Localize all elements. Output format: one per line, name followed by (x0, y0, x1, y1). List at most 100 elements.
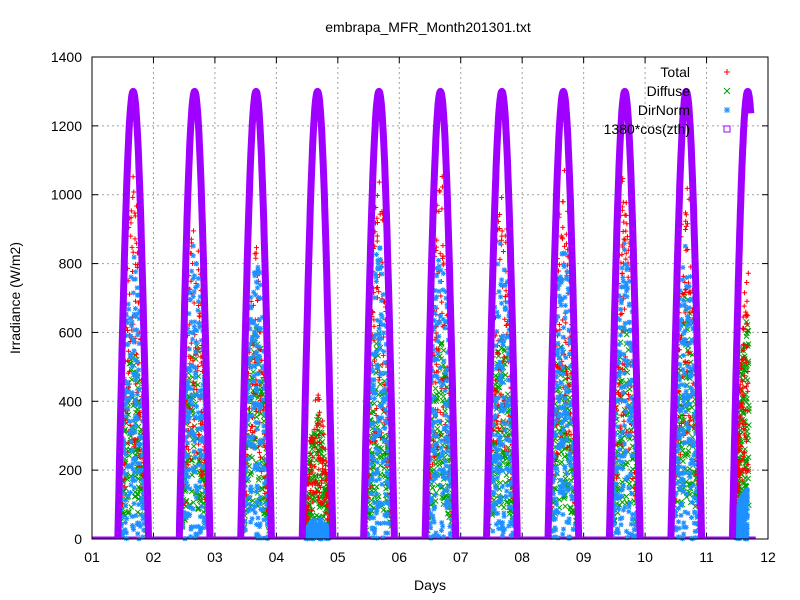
point-dirnorm (131, 418, 137, 424)
point-dirnorm (133, 401, 139, 407)
point-total (313, 489, 319, 495)
point-dirnorm (254, 465, 260, 471)
point-dirnorm (129, 426, 135, 432)
point-dirnorm (132, 306, 138, 312)
point-diffuse (429, 484, 436, 491)
point-dirnorm (499, 533, 505, 539)
point-diffuse (319, 439, 326, 445)
point-dirnorm (140, 534, 146, 540)
point-total (200, 469, 206, 475)
point-dirnorm (433, 469, 439, 475)
point-dirnorm (122, 520, 128, 526)
point-dirnorm (372, 426, 378, 432)
point-dirnorm (557, 440, 563, 446)
point-dirnorm (384, 478, 390, 484)
point-dirnorm (371, 395, 377, 401)
point-dirnorm (317, 518, 323, 524)
point-dirnorm (253, 403, 259, 409)
point-total (321, 431, 327, 437)
point-dirnorm (194, 283, 200, 289)
point-dirnorm (503, 494, 509, 500)
point-dirnorm (506, 437, 512, 443)
point-dirnorm (188, 319, 194, 325)
point-dirnorm (619, 459, 625, 465)
point-dirnorm (489, 489, 495, 495)
point-dirnorm (617, 447, 623, 453)
point-dirnorm (615, 424, 621, 430)
point-dirnorm (192, 319, 198, 325)
point-dirnorm (251, 503, 257, 509)
point-dirnorm (198, 337, 204, 343)
point-dirnorm (439, 520, 445, 526)
point-dirnorm (552, 496, 558, 502)
point-dirnorm (494, 328, 500, 334)
point-dirnorm (201, 519, 207, 525)
point-dirnorm (190, 293, 196, 299)
point-dirnorm (262, 411, 268, 417)
point-dirnorm (438, 383, 444, 389)
point-dirnorm (438, 445, 444, 451)
point-dirnorm (440, 523, 446, 529)
point-dirnorm (622, 292, 628, 298)
point-dirnorm (309, 528, 315, 534)
point-dirnorm (381, 399, 387, 405)
point-total (316, 497, 322, 503)
point-dirnorm (252, 338, 258, 344)
point-dirnorm (444, 423, 450, 429)
point-dirnorm (256, 378, 262, 384)
point-dirnorm (369, 366, 375, 372)
point-diffuse (558, 459, 565, 465)
point-dirnorm (259, 439, 265, 445)
point-dirnorm (382, 456, 388, 462)
point-dirnorm (188, 534, 194, 540)
point-dirnorm (566, 458, 572, 464)
point-dirnorm (260, 396, 266, 402)
point-dirnorm (124, 389, 130, 395)
point-total (319, 444, 325, 450)
point-total (323, 477, 329, 483)
point-dirnorm (620, 278, 626, 284)
point-dirnorm (434, 338, 440, 344)
point-total (374, 215, 380, 221)
point-total (556, 321, 562, 327)
point-dirnorm (367, 515, 373, 521)
point-dirnorm (500, 342, 506, 348)
point-dirnorm (443, 500, 449, 506)
point-dirnorm (182, 513, 188, 519)
point-dirnorm (325, 535, 331, 541)
point-total (306, 502, 312, 508)
point-total (128, 215, 134, 221)
point-dirnorm (140, 505, 146, 511)
point-dirnorm (194, 486, 200, 492)
point-dirnorm (131, 339, 137, 345)
point-dirnorm (126, 429, 132, 435)
point-dirnorm (261, 480, 267, 486)
point-diffuse (135, 484, 142, 490)
point-total (314, 488, 320, 494)
point-dirnorm (370, 535, 376, 541)
point-total (306, 496, 312, 502)
point-dirnorm (496, 447, 502, 453)
point-dirnorm (244, 475, 250, 481)
point-dirnorm (372, 352, 378, 358)
point-dirnorm (437, 365, 443, 371)
point-total (311, 463, 317, 469)
point-dirnorm (386, 483, 392, 489)
point-dirnorm (125, 301, 131, 307)
point-dirnorm (200, 392, 206, 398)
point-dirnorm (444, 505, 450, 511)
point-total (128, 208, 134, 214)
point-diffuse (134, 490, 141, 497)
point-dirnorm (437, 279, 443, 285)
point-dirnorm (122, 527, 128, 533)
point-dirnorm (134, 460, 140, 466)
point-dirnorm (492, 483, 498, 489)
point-dirnorm (120, 442, 126, 448)
point-dirnorm (198, 453, 204, 459)
point-dirnorm (564, 471, 570, 477)
point-dirnorm (309, 535, 315, 541)
point-total (619, 252, 625, 258)
point-total (440, 253, 446, 259)
point-dirnorm (556, 399, 562, 405)
point-dirnorm (136, 367, 142, 373)
